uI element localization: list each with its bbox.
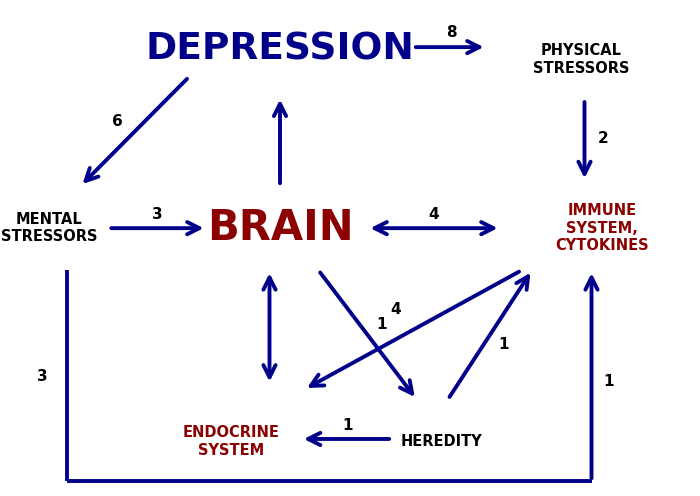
Text: 1: 1 (603, 374, 615, 389)
Text: 3: 3 (152, 207, 163, 222)
Text: 1: 1 (343, 418, 353, 433)
Text: BRAIN: BRAIN (206, 207, 354, 249)
Text: 2: 2 (598, 131, 609, 146)
Text: 1: 1 (377, 317, 386, 332)
Text: 4: 4 (390, 303, 401, 317)
Text: 8: 8 (446, 25, 457, 40)
Text: IMMUNE
SYSTEM,
CYTOKINES: IMMUNE SYSTEM, CYTOKINES (555, 203, 649, 253)
Text: DEPRESSION: DEPRESSION (146, 32, 414, 67)
Text: 3: 3 (36, 370, 48, 384)
Text: 1: 1 (498, 337, 510, 352)
Text: 4: 4 (428, 207, 440, 222)
Text: PHYSICAL
STRESSORS: PHYSICAL STRESSORS (533, 43, 629, 76)
Text: MENTAL
STRESSORS: MENTAL STRESSORS (1, 212, 97, 245)
Text: ENDOCRINE
SYSTEM: ENDOCRINE SYSTEM (183, 425, 279, 458)
Text: 6: 6 (112, 114, 123, 129)
Text: HEREDITY: HEREDITY (400, 434, 482, 449)
